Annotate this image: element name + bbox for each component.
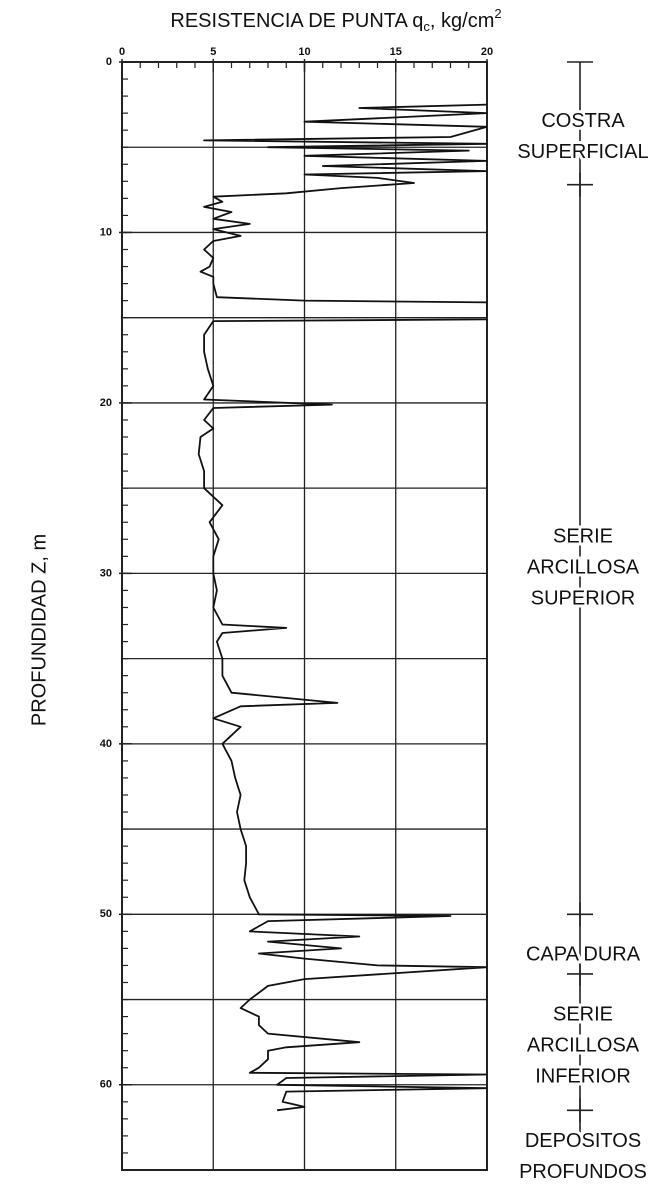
stratum-label: CAPA DURA xyxy=(526,943,641,965)
x-tick-label: 15 xyxy=(390,46,402,58)
y-tick-label: 0 xyxy=(106,56,112,68)
stratum-label: SERIE xyxy=(553,525,613,547)
stratum-label: SERIE xyxy=(553,1003,613,1025)
stratum-label: INFERIOR xyxy=(535,1065,631,1087)
x-tick-label: 10 xyxy=(298,46,310,58)
y-tick-label: 40 xyxy=(100,738,112,750)
stratum-label: SUPERIOR xyxy=(531,587,635,609)
stratum-label: ARCILLOSA xyxy=(527,1034,640,1056)
x-tick-label: 20 xyxy=(481,46,493,58)
stratum-label: ARCILLOSA xyxy=(527,556,640,578)
chart-title: RESISTENCIA DE PUNTA qc, kg/cm2 xyxy=(170,6,501,34)
y-tick-label: 20 xyxy=(100,397,112,409)
stratum-label: PROFUNDOS xyxy=(519,1161,647,1183)
y-tick-label: 30 xyxy=(100,567,112,579)
profile-line xyxy=(197,103,487,1112)
title-sup: 2 xyxy=(494,6,501,21)
title-sub: c xyxy=(423,19,430,34)
x-tick-label: 5 xyxy=(210,46,216,58)
stratum-label: DEPOSITOS xyxy=(525,1130,641,1152)
y-tick-label: 10 xyxy=(100,226,112,238)
stratum-label: COSTRA xyxy=(541,110,625,132)
title-rest: , kg/cm xyxy=(430,10,494,32)
y-tick-label: 60 xyxy=(100,1079,112,1091)
x-tick-label: 0 xyxy=(119,46,125,58)
stratum-label: SUPERFICIAL xyxy=(517,141,648,163)
title-text: RESISTENCIA DE PUNTA q xyxy=(170,10,423,32)
y-axis-label: PROFUNDIDAD Z, m xyxy=(28,534,50,726)
y-tick-label: 50 xyxy=(100,908,112,920)
